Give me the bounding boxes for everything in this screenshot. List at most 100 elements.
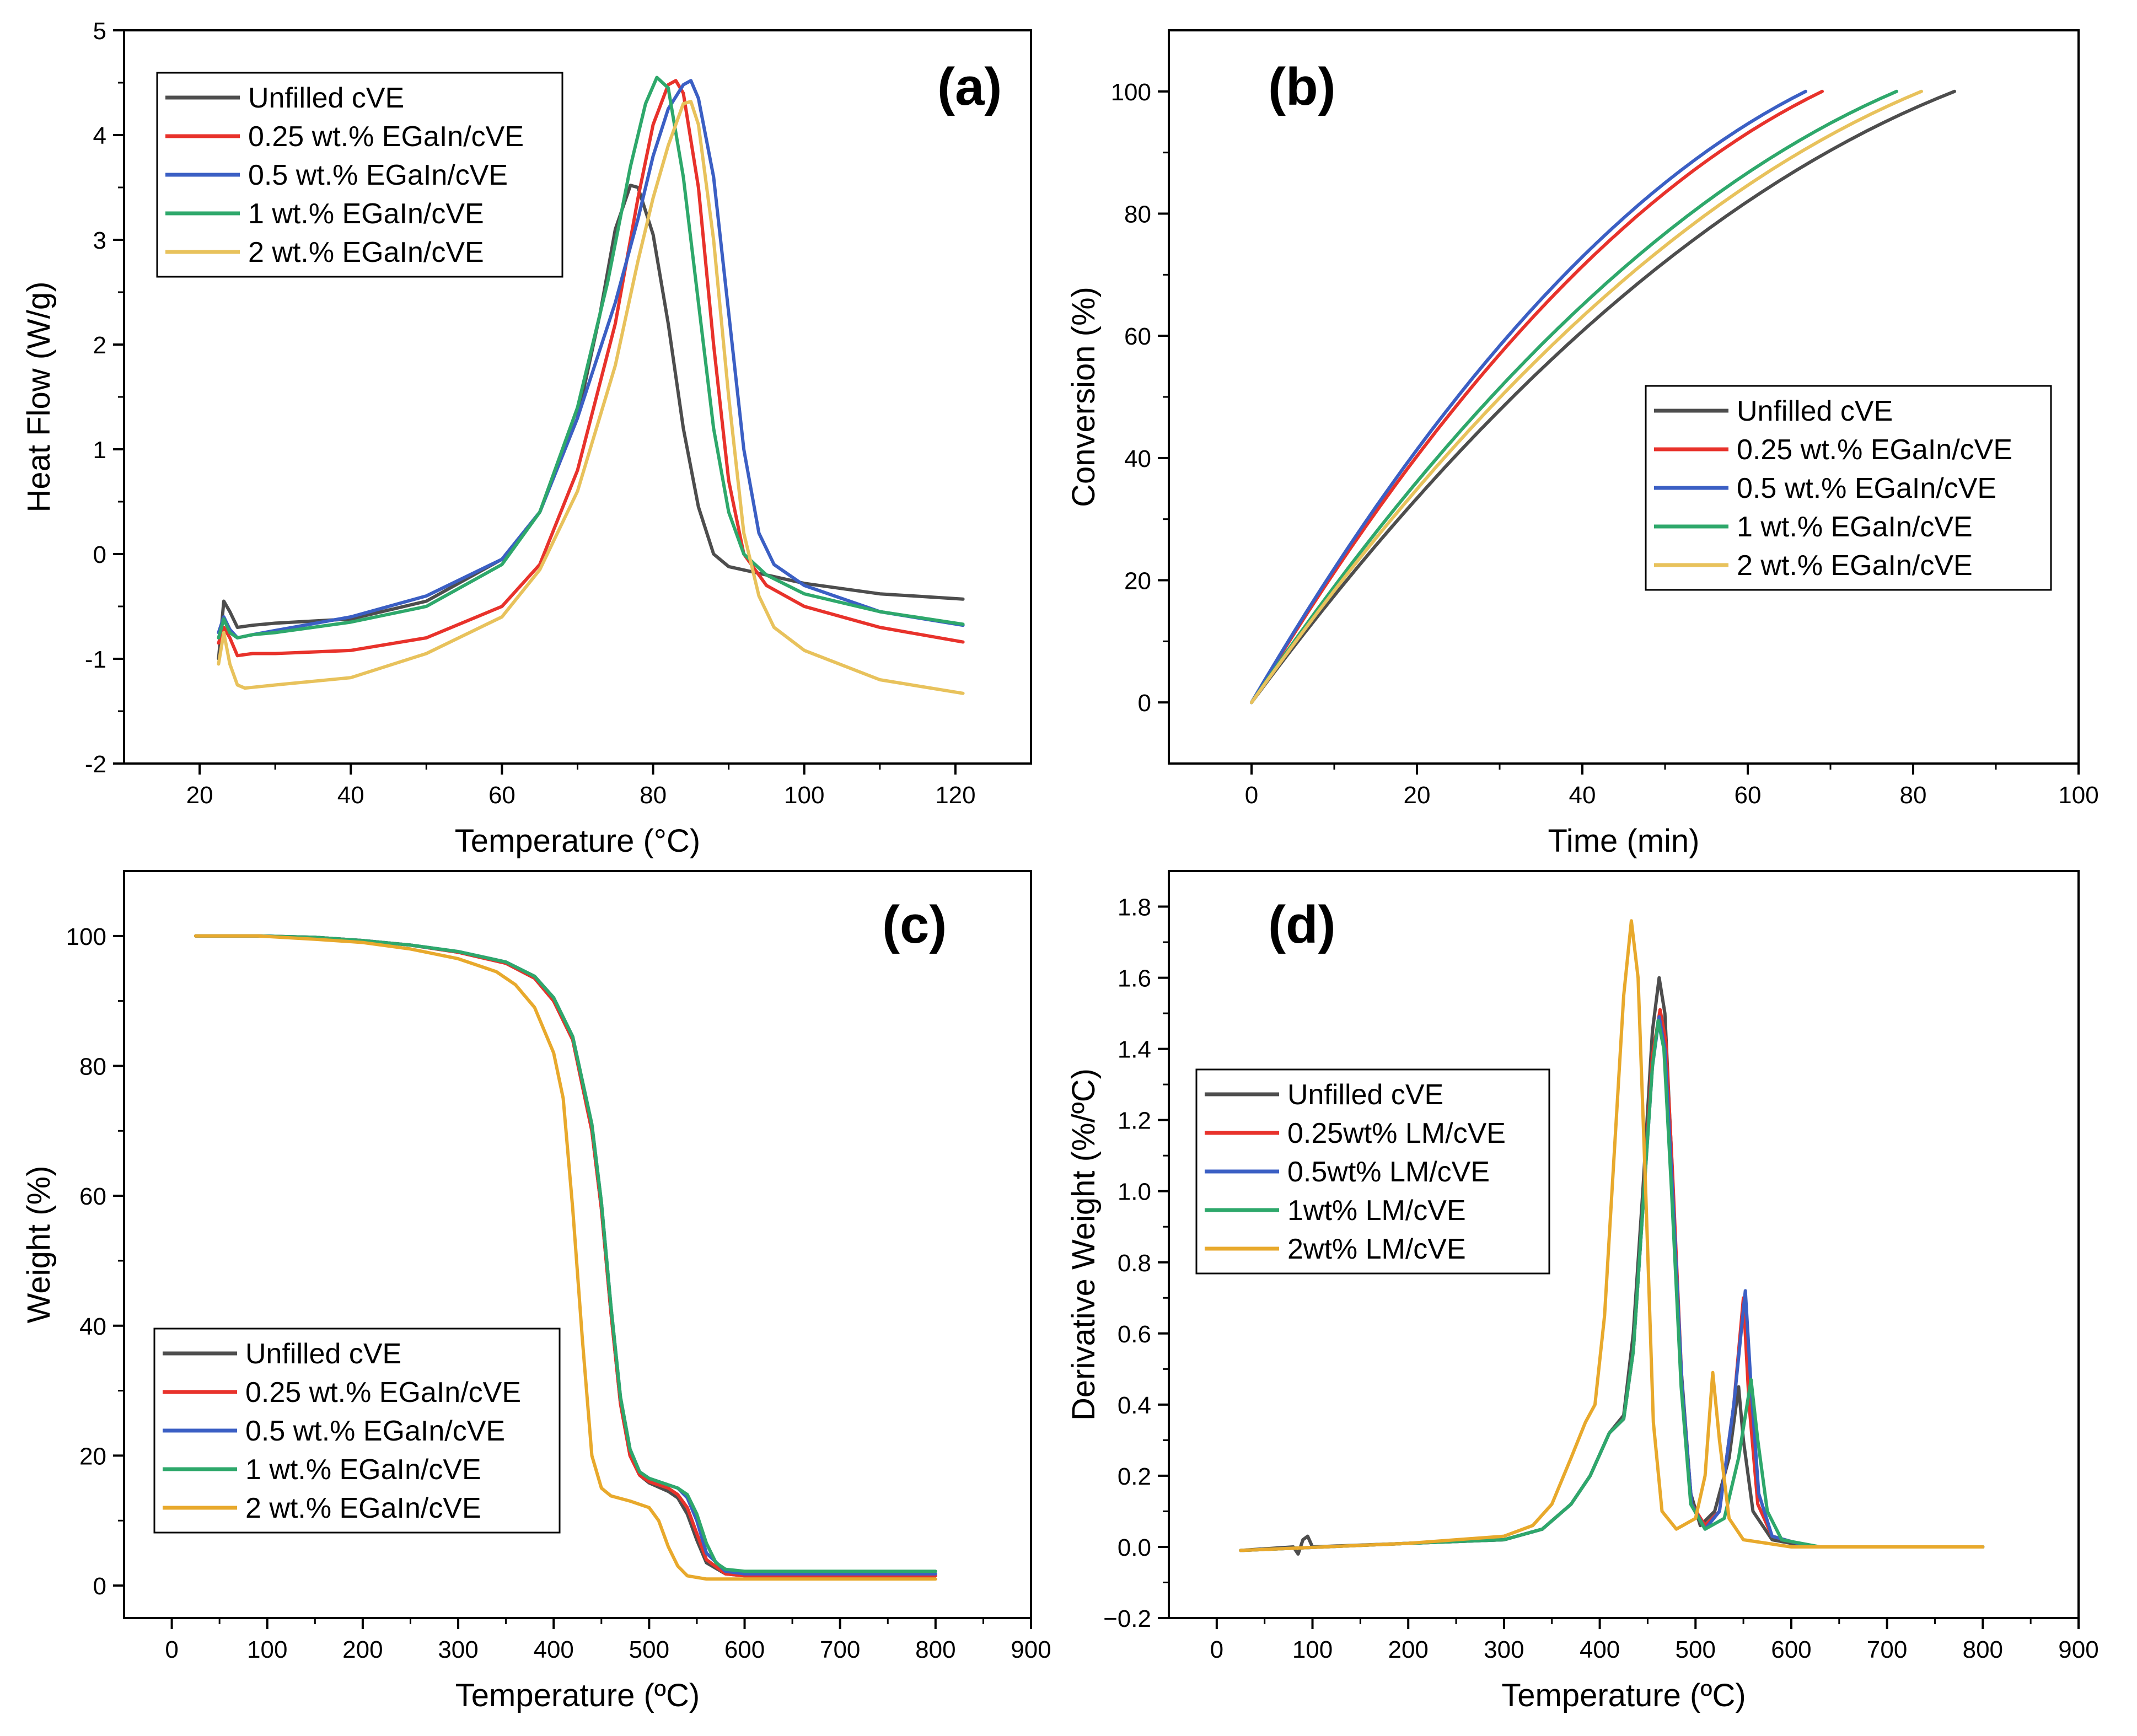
x-tick-label: 300 xyxy=(1484,1636,1524,1663)
x-tick-label: 20 xyxy=(186,782,213,809)
legend-label: 1 wt.% EGaIn/cVE xyxy=(245,1454,481,1486)
y-tick-label: 100 xyxy=(1111,79,1151,106)
series-line-5 xyxy=(1250,89,1923,705)
chart-panel-b: 0 20 40 60 80 100 0 20 40 60 80 100 Time (min) Conver… xyxy=(1066,29,2099,859)
x-axis-title: Temperature (ºC) xyxy=(455,1678,700,1713)
series-group xyxy=(217,76,965,695)
legend-label: 0.25 wt.% EGaIn/cVE xyxy=(1737,434,2012,466)
legend-label: 0.25wt% LM/cVE xyxy=(1287,1117,1506,1149)
x-tick-label: 60 xyxy=(488,782,516,809)
y-axis-title: Derivative Weight (%/ºC) xyxy=(1066,1068,1102,1421)
series-line-1 xyxy=(1250,89,1956,705)
y-axis-title: Weight (%) xyxy=(21,1166,57,1324)
y-tick-label: 0.8 xyxy=(1118,1250,1151,1277)
y-tick-label: -2 xyxy=(85,751,106,778)
x-tick-label: 100 xyxy=(2058,782,2098,809)
y-tick-label: −0.2 xyxy=(1103,1605,1151,1632)
x-tick-label: 700 xyxy=(820,1636,860,1663)
x-tick-label: 0 xyxy=(1210,1636,1223,1663)
x-tick-label: 600 xyxy=(724,1636,765,1663)
series-line-4 xyxy=(217,76,965,639)
x-tick-label: 900 xyxy=(1011,1636,1051,1663)
x-tick-label: 60 xyxy=(1735,782,1762,809)
x-tick-label: 500 xyxy=(1676,1636,1716,1663)
series-line-5 xyxy=(194,934,937,1581)
series-line-2 xyxy=(1250,89,1824,705)
y-tick-label: 40 xyxy=(1124,445,1151,472)
x-tick-label: 0 xyxy=(1245,782,1258,809)
x-tick-label: 200 xyxy=(1388,1636,1428,1663)
legend-label: 0.5 wt.% EGaIn/cVE xyxy=(248,159,508,191)
legend-label: Unfilled cVE xyxy=(1737,395,1893,427)
x-tick-label: 500 xyxy=(629,1636,669,1663)
legend-label: 1wt% LM/cVE xyxy=(1287,1195,1466,1227)
series-line-4 xyxy=(1239,1019,1985,1552)
legend-label: 0.5wt% LM/cVE xyxy=(1287,1156,1490,1188)
y-tick-label: 20 xyxy=(1124,568,1151,595)
y-tick-label: 0 xyxy=(93,1573,106,1600)
chart-panel-d: 0 100 200 300 400 500 600 700 800 900 −0.2 0.0 0.2 0.… xyxy=(1066,870,2099,1713)
series-line-4 xyxy=(1250,89,1898,705)
x-tick-label: 900 xyxy=(2058,1636,2098,1663)
series-line-5 xyxy=(217,100,965,695)
series-group xyxy=(1250,89,1956,705)
legend-label: 2 wt.% EGaIn/cVE xyxy=(245,1492,481,1524)
series-line-1 xyxy=(217,184,965,660)
x-axis-title: Time (min) xyxy=(1548,823,1700,859)
y-tick-label: 20 xyxy=(79,1443,106,1470)
legend-box xyxy=(1195,1068,1550,1275)
x-tick-label: 100 xyxy=(1292,1636,1333,1663)
x-tick-label: 300 xyxy=(438,1636,478,1663)
legend-label: Unfilled cVE xyxy=(245,1338,401,1370)
y-tick-label: -1 xyxy=(85,646,106,673)
legend-label: 2wt% LM/cVE xyxy=(1287,1233,1466,1265)
y-tick-label: 3 xyxy=(93,227,106,254)
x-tick-label: 400 xyxy=(1580,1636,1620,1663)
plot-frame xyxy=(1168,870,2080,1619)
x-tick-label: 200 xyxy=(342,1636,383,1663)
x-tick-label: 40 xyxy=(337,782,364,809)
x-tick-label: 600 xyxy=(1771,1636,1811,1663)
series-group xyxy=(194,934,937,1581)
x-tick-label: 80 xyxy=(640,782,667,809)
legend: Unfilled cVE 0.25 wt.% EGaIn/cVE 0.5 wt.% … xyxy=(1645,385,2052,591)
y-tick-label: 80 xyxy=(79,1053,106,1080)
x-axis-title: Temperature (°C) xyxy=(455,823,700,859)
x-tick-label: 400 xyxy=(533,1636,573,1663)
legend-label: 0.25 wt.% EGaIn/cVE xyxy=(248,121,524,153)
legend-label: 0.25 wt.% EGaIn/cVE xyxy=(245,1377,521,1409)
series-line-4 xyxy=(194,934,937,1573)
chart-panel-c: 0 100 200 300 400 500 600 700 800 900 0 20 40 60 80 100… xyxy=(21,870,1051,1713)
x-tick-label: 800 xyxy=(915,1636,955,1663)
legend: Unfilled cVE 0.25 wt.% EGaIn/cVE 0.5 wt.% … xyxy=(153,1327,561,1534)
y-tick-label: 0 xyxy=(1138,690,1151,717)
plot-frame xyxy=(123,870,1032,1619)
x-tick-label: 20 xyxy=(1404,782,1431,809)
x-tick-label: 120 xyxy=(935,782,975,809)
panel-label: (c) xyxy=(882,895,947,954)
panel-label: (a) xyxy=(937,57,1002,116)
x-tick-label: 0 xyxy=(165,1636,178,1663)
x-tick-label: 40 xyxy=(1569,782,1596,809)
y-tick-label: 0.4 xyxy=(1118,1392,1151,1419)
y-tick-label: 1.6 xyxy=(1118,965,1151,992)
legend-label: 0.5 wt.% EGaIn/cVE xyxy=(245,1415,505,1447)
legend-label: 2 wt.% EGaIn/cVE xyxy=(248,237,484,268)
y-tick-label: 60 xyxy=(79,1183,106,1210)
y-tick-label: 1 xyxy=(93,437,106,464)
y-tick-label: 0.6 xyxy=(1118,1321,1151,1348)
legend: Unfilled cVE 0.25 wt.% EGaIn/cVE 0.5 wt.% … xyxy=(156,72,563,278)
y-tick-label: 0.2 xyxy=(1118,1463,1151,1490)
y-tick-label: 1.0 xyxy=(1118,1179,1151,1206)
panel-label: (d) xyxy=(1268,895,1336,954)
legend-label: 2 wt.% EGaIn/cVE xyxy=(1737,550,1973,582)
series-group xyxy=(1239,919,1985,1556)
x-axis-title: Temperature (ºC) xyxy=(1501,1678,1746,1713)
y-axis-title: Heat Flow (W/g) xyxy=(21,282,57,513)
legend-label: Unfilled cVE xyxy=(248,82,404,114)
legend-label: 0.5 wt.% EGaIn/cVE xyxy=(1737,472,1996,504)
series-line-5 xyxy=(1239,919,1985,1552)
y-axis-title: Conversion (%) xyxy=(1066,287,1102,507)
legend-label: 1 wt.% EGaIn/cVE xyxy=(1737,511,1973,543)
y-tick-label: 0.0 xyxy=(1118,1534,1151,1561)
